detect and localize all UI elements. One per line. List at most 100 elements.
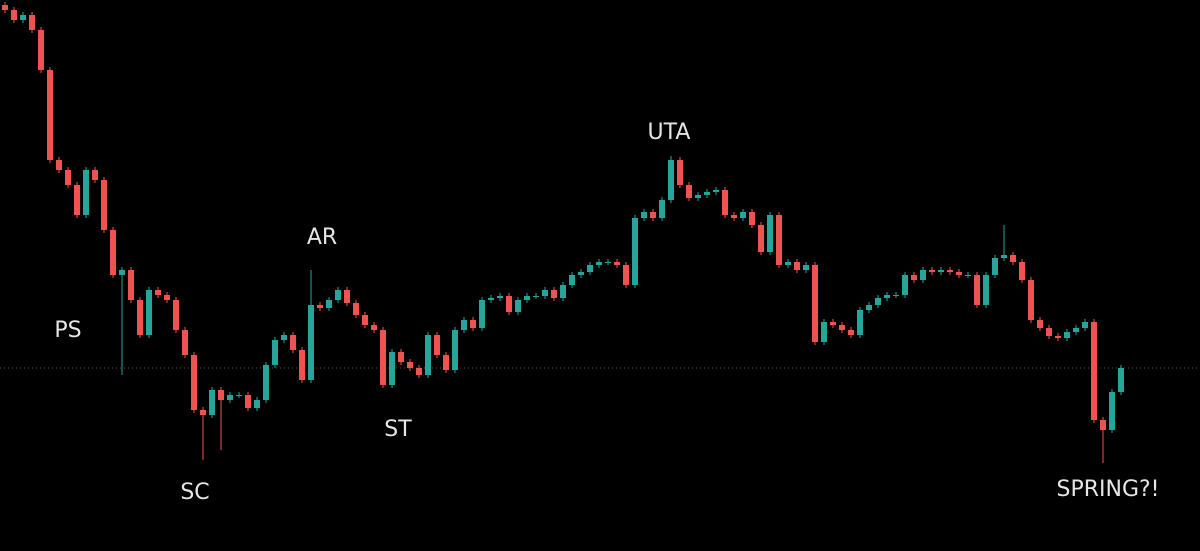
candle-body	[200, 410, 206, 415]
candle-body	[695, 195, 701, 198]
candle-body	[443, 355, 449, 370]
candle-body	[794, 262, 800, 270]
candle-body	[767, 215, 773, 252]
annotation: SPRING?!	[1056, 477, 1159, 502]
candle-body	[209, 390, 215, 415]
candle-body	[848, 330, 854, 335]
candle-body	[749, 212, 755, 225]
candle-body	[812, 265, 818, 342]
candle-body	[479, 300, 485, 328]
candle-body	[1091, 322, 1097, 420]
candle-body	[263, 365, 269, 400]
candle-body	[1109, 392, 1115, 430]
candle-body	[101, 180, 107, 230]
candle-body	[488, 298, 494, 300]
candle-body	[974, 275, 980, 305]
candle-body	[380, 330, 386, 385]
candle-body	[128, 270, 134, 300]
candle-body	[947, 270, 953, 272]
candle-body	[614, 262, 620, 265]
candle-body	[1118, 368, 1124, 392]
candle-body	[344, 290, 350, 303]
candle-body	[956, 272, 962, 275]
candle-body	[281, 335, 287, 340]
candle-body	[902, 275, 908, 295]
annotation: SC	[180, 480, 209, 505]
candle-body	[1082, 322, 1088, 328]
candle-body	[893, 295, 899, 296]
candle-body	[56, 160, 62, 170]
candle-body	[497, 296, 503, 298]
candle-body	[515, 300, 521, 312]
candle-body	[713, 190, 719, 192]
candle-body	[353, 303, 359, 315]
candle-body	[992, 258, 998, 275]
candle-body	[1010, 255, 1016, 262]
candle-body	[830, 322, 836, 325]
candle-body	[911, 275, 917, 280]
annotation: ST	[384, 417, 412, 442]
candle-body	[686, 185, 692, 198]
candle-body	[1100, 420, 1106, 430]
candle-body	[272, 340, 278, 365]
candle-body	[560, 285, 566, 298]
candle-body	[668, 160, 674, 200]
candle-body	[407, 362, 413, 368]
candle-body	[596, 262, 602, 265]
candle-body	[803, 265, 809, 270]
candle-body	[1046, 328, 1052, 336]
candle-body	[1055, 336, 1061, 338]
candle-body	[137, 300, 143, 335]
candle-body	[164, 295, 170, 300]
candle-body	[722, 190, 728, 215]
candle-body	[74, 185, 80, 215]
candle-body	[884, 295, 890, 298]
candle-body	[470, 320, 476, 328]
candle-body	[29, 15, 35, 30]
candle-body	[335, 290, 341, 300]
candle-body	[398, 352, 404, 362]
candle-body	[776, 215, 782, 265]
annotation: AR	[307, 225, 337, 250]
candle-body	[821, 322, 827, 342]
candle-body	[236, 395, 242, 396]
candle-body	[524, 296, 530, 300]
candle-body	[839, 325, 845, 330]
candle-body	[875, 298, 881, 305]
candle-body	[92, 170, 98, 180]
candle-body	[623, 265, 629, 285]
candle-body	[452, 330, 458, 370]
candle-body	[659, 200, 665, 218]
candle-body	[542, 290, 548, 296]
candle-body	[371, 325, 377, 330]
candle-body	[578, 272, 584, 275]
candle-body	[506, 296, 512, 312]
candle-body	[740, 212, 746, 218]
candle-body	[317, 305, 323, 308]
candle-body	[1064, 332, 1070, 338]
candle-body	[290, 335, 296, 350]
candle-body	[191, 355, 197, 410]
candle-body	[110, 230, 116, 275]
candle-body	[434, 335, 440, 355]
candle-body	[866, 305, 872, 310]
candle-body	[920, 270, 926, 280]
candle-body	[299, 350, 305, 380]
candle-body	[47, 70, 53, 160]
candle-body	[308, 305, 314, 380]
candle-body	[362, 315, 368, 325]
candle-body	[704, 192, 710, 195]
candle-body	[326, 300, 332, 308]
candle-body	[569, 275, 575, 285]
candle-body	[425, 335, 431, 375]
candle-body	[20, 15, 26, 20]
candle-body	[965, 275, 971, 276]
candle-body	[983, 275, 989, 305]
candle-body	[1073, 328, 1079, 332]
candle-body	[533, 296, 539, 297]
candle-body	[218, 390, 224, 400]
candle-body	[1019, 262, 1025, 280]
candle-body	[65, 170, 71, 185]
candle-body	[650, 212, 656, 218]
